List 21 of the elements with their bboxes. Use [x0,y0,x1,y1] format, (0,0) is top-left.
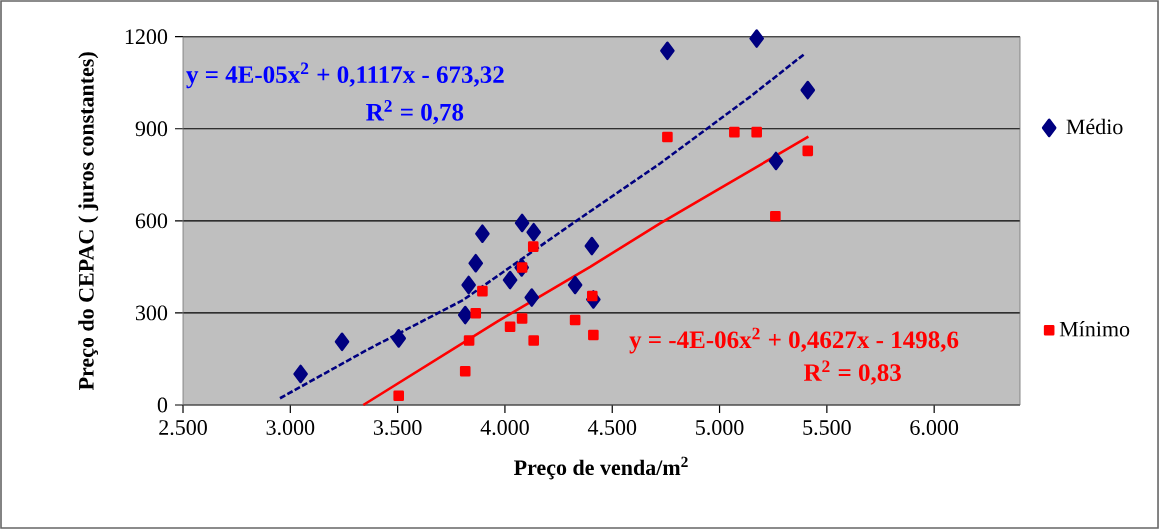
x-tick-label: 5.500 [803,420,851,436]
x-tick-label: 4.000 [480,420,529,436]
x-tick-label: 4.500 [587,420,637,436]
x-tick-label: 5.000 [696,420,744,436]
y-tick-label: 600 [135,213,168,229]
y-tick-label: 0 [157,397,168,413]
x-tick-label: 2.500 [159,420,207,436]
y-tick-label: 1200 [125,29,168,45]
legend-label: Médio [1066,118,1123,135]
x-tick-label: 3.000 [266,420,315,436]
x-tick-label: 6.000 [910,420,959,436]
legend-label: Mínimo [1059,321,1130,337]
y-tick-label: 300 [136,305,168,321]
y-axis-title: Preço do CEPAC ( juros constantes) [78,52,99,391]
x-axis-title: Preço de venda/m$^{2}$ [514,456,688,480]
y-tick-label: 900 [135,121,168,137]
annotation: R$^{2}$ = 0,78 [366,100,464,125]
annotation: y = -4E-06x$^{2}$ + 0,4627x - 1498,6 [629,327,959,354]
annotation: y = 4E-05x$^{2}$ + 0,1117x - 673,32 [186,62,504,89]
annotation: R$^{2}$ = 0,83 [803,360,901,385]
x-tick-label: 3.500 [373,420,422,436]
